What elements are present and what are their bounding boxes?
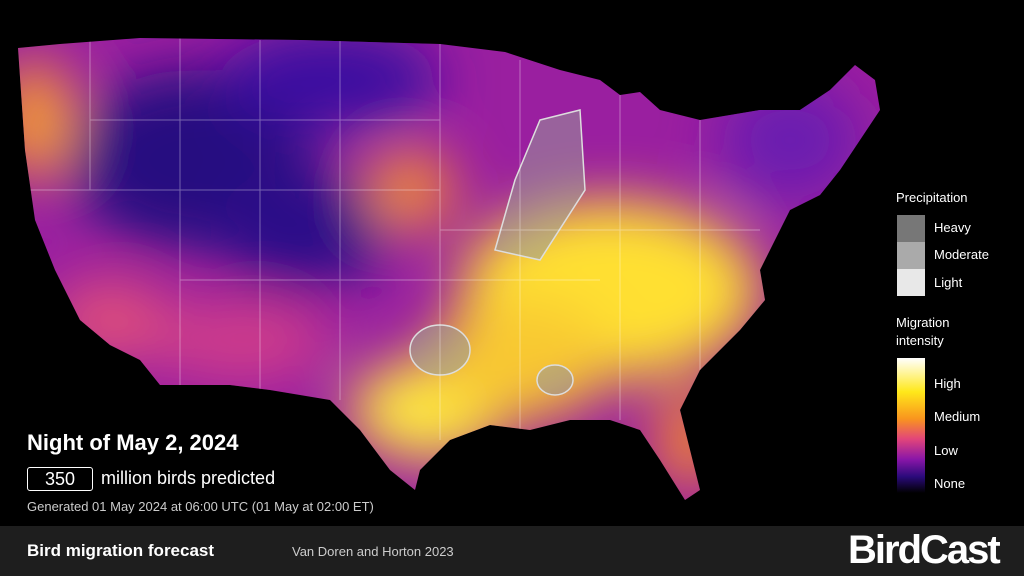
state-borders (20, 38, 760, 440)
precip-label: Moderate (934, 247, 989, 262)
migration-map (18, 38, 925, 500)
generated-note: Generated 01 May 2024 at 06:00 UTC (01 M… (27, 499, 374, 514)
footer: Bird migration forecast Van Doren and Ho… (0, 526, 1024, 576)
bird-count: 350 (27, 467, 93, 491)
precip-title: Precipitation (896, 190, 968, 205)
intensity-title: Migration intensity (896, 315, 950, 348)
count-text: million birds predicted (101, 468, 276, 488)
intensity-label: Low (934, 443, 958, 458)
footer-title: Bird migration forecast (27, 541, 215, 560)
footer-credit: Van Doren and Horton 2023 (292, 544, 454, 559)
intensity-scale (897, 358, 925, 493)
birdcast-logo: BirdCast (848, 528, 1001, 572)
precip-label: Light (934, 275, 963, 290)
precip-label: Heavy (934, 220, 971, 235)
intensity-label: Medium (934, 409, 981, 424)
precip-moderate-swatch (897, 242, 925, 269)
intensity-label: High (934, 376, 961, 391)
precip-light-swatch (897, 269, 925, 296)
intensity-label: None (934, 476, 966, 491)
night-title: Night of May 2, 2024 (27, 430, 239, 455)
precipitation-areas (409, 109, 586, 396)
precip-heavy-swatch (897, 215, 925, 242)
